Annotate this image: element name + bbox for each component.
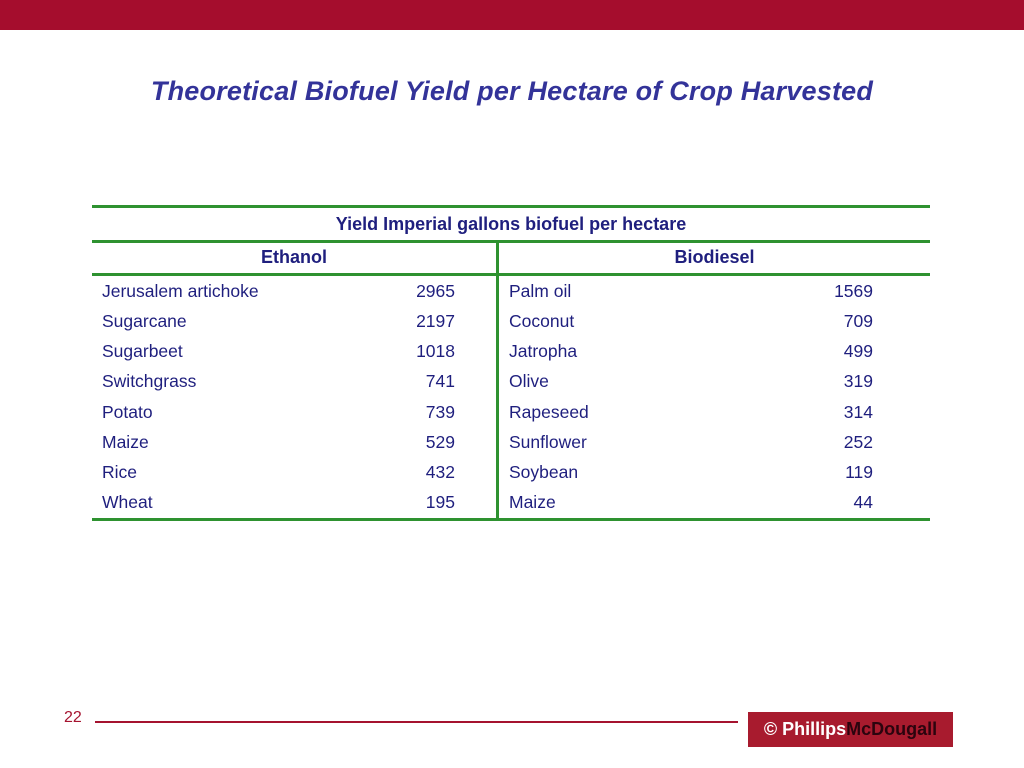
crop-value: 195 — [425, 492, 455, 513]
table-row: Rice 432 — [92, 458, 496, 488]
crop-value: 709 — [843, 310, 873, 331]
table-row: Potato 739 — [92, 397, 496, 427]
crop-value: 1569 — [834, 280, 873, 301]
crop-value: 314 — [843, 401, 873, 422]
crop-name: Jerusalem artichoke — [102, 280, 259, 301]
table-row: Rapeseed 314 — [499, 397, 930, 427]
crop-name: Sunflower — [509, 431, 587, 452]
crop-value: 319 — [843, 371, 873, 392]
crop-name: Wheat — [102, 492, 153, 513]
table-row: Coconut 709 — [499, 306, 930, 336]
crop-name: Maize — [509, 492, 556, 513]
crop-name: Rapeseed — [509, 401, 589, 422]
crop-name: Soybean — [509, 462, 579, 483]
column-header-biodiesel: Biodiesel — [674, 247, 755, 267]
top-banner-bar — [0, 0, 1024, 30]
crop-name: Jatropha — [509, 341, 578, 362]
column-header-ethanol: Ethanol — [261, 247, 327, 267]
crop-name: Maize — [102, 431, 149, 452]
table-row: Wheat 195 — [92, 488, 496, 518]
table-row: Soybean 119 — [499, 458, 930, 488]
table-row: Maize 529 — [92, 427, 496, 457]
slide-title: Theoretical Biofuel Yield per Hectare of… — [150, 76, 874, 106]
table-row: Palm oil 1569 — [499, 276, 930, 306]
footer-divider-line — [95, 721, 738, 723]
biodiesel-column: Palm oil 1569 Coconut 709 Jatropha 499 O… — [499, 276, 930, 518]
crop-name: Coconut — [509, 310, 575, 331]
biofuel-yield-table: Yield Imperial gallons biofuel per hecta… — [92, 205, 930, 521]
crop-value: 739 — [425, 401, 455, 422]
table-row: Jatropha 499 — [499, 337, 930, 367]
crop-value: 252 — [843, 431, 873, 452]
page-number: 22 — [64, 709, 82, 726]
crop-value: 2197 — [416, 310, 455, 331]
table-rule-under-title — [92, 240, 930, 243]
table-row: Olive 319 — [499, 367, 930, 397]
crop-name: Olive — [509, 371, 549, 392]
table-row: Sugarbeet 1018 — [92, 337, 496, 367]
table-row: Jerusalem artichoke 2965 — [92, 276, 496, 306]
crop-value: 529 — [425, 431, 455, 452]
crop-name: Sugarbeet — [102, 341, 183, 362]
table-row: Switchgrass 741 — [92, 367, 496, 397]
crop-name: Sugarcane — [102, 310, 187, 331]
crop-value: 432 — [425, 462, 455, 483]
crop-name: Potato — [102, 401, 153, 422]
logo-copyright-text: © Phillips — [763, 719, 847, 739]
table-row: Maize 44 — [499, 488, 930, 518]
table-title: Yield Imperial gallons biofuel per hecta… — [335, 214, 687, 234]
table-column-divider — [496, 240, 499, 521]
crop-name: Switchgrass — [102, 371, 197, 392]
crop-name: Palm oil — [509, 280, 572, 301]
crop-value: 499 — [843, 341, 873, 362]
table-row: Sugarcane 2197 — [92, 306, 496, 336]
crop-value: 119 — [845, 462, 873, 483]
logo-brand-text: McDougall — [846, 719, 938, 739]
crop-value: 1018 — [416, 341, 455, 362]
crop-value: 741 — [425, 371, 455, 392]
ethanol-column: Jerusalem artichoke 2965 Sugarcane 2197 … — [92, 276, 496, 518]
table-row: Sunflower 252 — [499, 427, 930, 457]
crop-name: Rice — [102, 462, 138, 483]
table-border-bottom — [92, 518, 930, 521]
table-rule-under-headers — [92, 273, 930, 276]
crop-value: 44 — [853, 492, 873, 513]
table-border-top — [92, 205, 930, 208]
crop-value: 2965 — [416, 280, 455, 301]
phillips-mcdougall-logo: © Phillips McDougall — [748, 712, 953, 747]
